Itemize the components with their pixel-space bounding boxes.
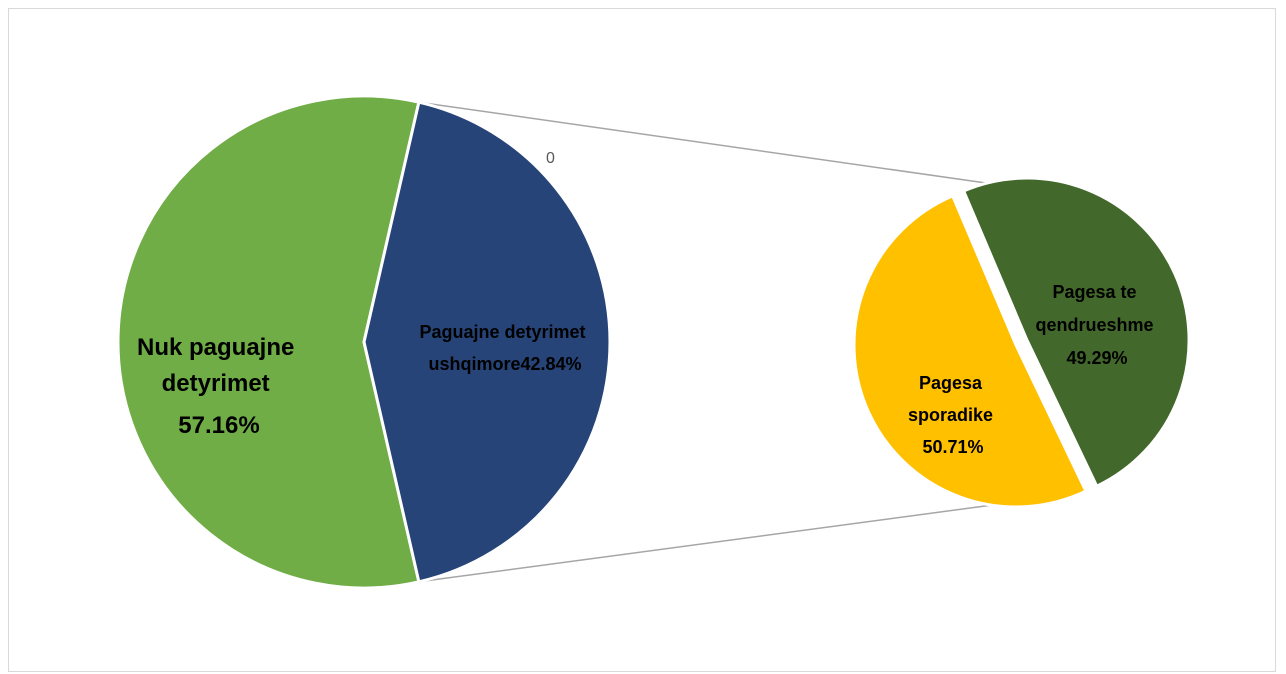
slice-pagesa-te-qendrueshme	[962, 176, 1191, 488]
main-pie	[116, 94, 612, 590]
connector-lines	[418, 101, 1001, 583]
slice-pagesa-sporadike	[852, 194, 1088, 509]
slice-label-pagesa-te-qendrueshme: Pagesa te qendrueshme 49.29%	[1035, 282, 1158, 368]
connector-line-top	[418, 101, 1001, 186]
slice-paguajne	[362, 100, 612, 584]
slice-label-pagesa-sporadike: Pagesa sporadike 50.71%	[908, 373, 998, 457]
slice-nuk-paguajne	[116, 94, 421, 590]
slice-label-nuk-paguajne: Nuk paguajne detyrimet 57.16%	[137, 334, 301, 439]
connector-line-bottom	[418, 503, 1001, 583]
slice-label-paguajne: Paguajne detyrimet ushqimore42.84%	[419, 322, 590, 374]
secondary-pie	[852, 176, 1191, 509]
connector-label: 0	[546, 150, 555, 167]
